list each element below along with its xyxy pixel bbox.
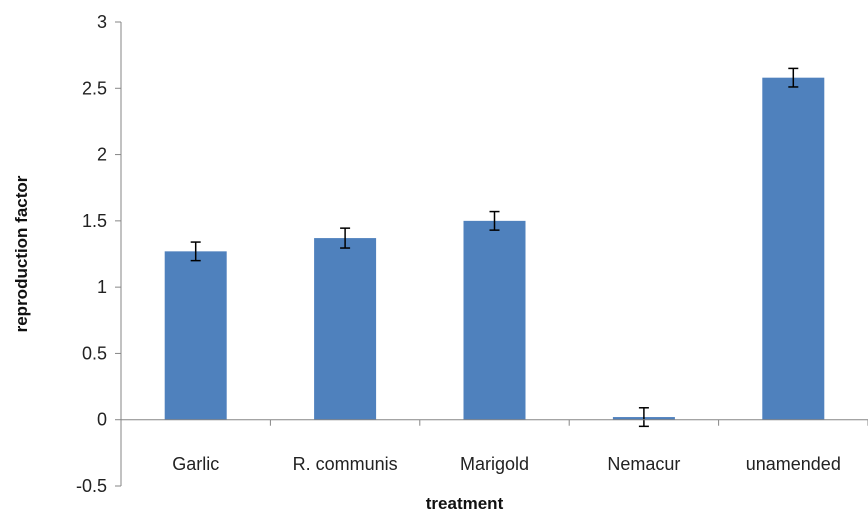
- bar: [314, 238, 377, 420]
- x-tick-label: R. communis: [293, 454, 398, 474]
- x-axis-title: treatment: [426, 494, 504, 513]
- y-tick-label: 0.5: [82, 343, 107, 363]
- x-tick-label: unamended: [746, 454, 841, 474]
- x-ticks-layer: Garlic R. communis Marigold Nemacur unamende…: [120, 419, 868, 474]
- x-tick-label: Garlic: [172, 454, 219, 474]
- y-tick-label: 0: [97, 410, 107, 430]
- error-bar: [190, 241, 201, 262]
- bar: [762, 77, 825, 420]
- y-tick-label: -0.5: [76, 476, 107, 496]
- axes-layer: [120, 22, 868, 486]
- y-tick-label: 2.5: [82, 78, 107, 98]
- y-tick-label: 1: [97, 277, 107, 297]
- y-axis-title: reproduction factor: [12, 175, 31, 332]
- y-tick-label: 1.5: [82, 211, 107, 231]
- bars-layer: [164, 77, 825, 420]
- error-bar: [788, 67, 799, 88]
- y-tick-label: 3: [97, 12, 107, 32]
- x-tick-label: Marigold: [460, 454, 529, 474]
- error-bars-layer: [190, 67, 799, 428]
- x-tick-label: Nemacur: [607, 454, 680, 474]
- error-bar: [340, 227, 351, 249]
- bar: [463, 220, 526, 420]
- bar: [164, 251, 227, 420]
- y-ticks-layer: -0.5 0 0.5 1 1.5 2 2.5 3: [76, 12, 121, 496]
- error-bar: [489, 210, 500, 231]
- y-tick-label: 2: [97, 145, 107, 165]
- error-bar: [638, 407, 649, 428]
